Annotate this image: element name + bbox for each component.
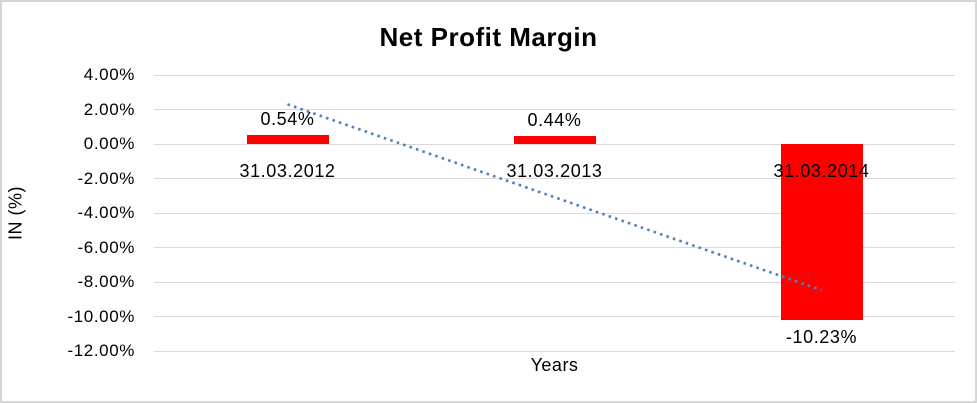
gridline (154, 350, 955, 352)
category-label: 31.03.2012 (239, 161, 336, 181)
y-tick-label: 0.00% (83, 134, 135, 153)
trendline-path (287, 103, 822, 292)
bar (246, 134, 329, 144)
y-tick-label: 2.00% (83, 99, 135, 119)
category-label: 31.03.2013 (506, 161, 603, 181)
value-label: 0.44% (527, 110, 582, 131)
y-tick-label: -2.00% (77, 168, 135, 188)
gridline (154, 74, 955, 76)
value-label: -10.23% (785, 327, 858, 348)
category-label: 31.03.2014 (773, 161, 870, 181)
gridline (154, 316, 955, 317)
x-axis-title: Years (530, 355, 579, 375)
bar (513, 136, 596, 144)
y-tick-label: -10.00% (67, 306, 135, 326)
y-tick-label: -6.00% (77, 237, 135, 257)
chart-title: Net Profit Margin (379, 22, 598, 52)
value-label: 0.54% (260, 108, 315, 129)
y-tick-label: -12.00% (67, 341, 135, 360)
y-tick-label: 4.00% (83, 65, 135, 84)
y-tick-label: -8.00% (77, 272, 135, 291)
y-tick-label: -4.00% (77, 203, 135, 222)
